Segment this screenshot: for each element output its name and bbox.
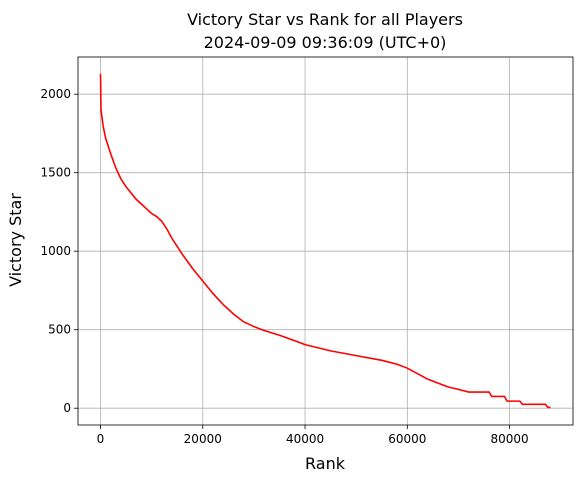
y-tick-label: 1500	[40, 166, 71, 180]
x-tick-label: 80000	[490, 432, 528, 446]
y-tick-label: 500	[48, 323, 71, 337]
plot-frame	[77, 56, 574, 426]
y-axis-label: Victory Star	[6, 193, 25, 287]
x-tick-label: 20000	[184, 432, 222, 446]
data-line	[99, 73, 551, 409]
chart-title: Victory Star vs Rank for all Players	[187, 10, 463, 29]
x-tick-label: 0	[97, 432, 105, 446]
x-tick-label: 60000	[388, 432, 426, 446]
y-tick-label: 1000	[40, 244, 71, 258]
y-tick-label: 0	[63, 401, 71, 415]
x-tick-label: 40000	[286, 432, 324, 446]
chart-subtitle: 2024-09-09 09:36:09 (UTC+0)	[204, 33, 447, 52]
x-axis-label: Rank	[305, 454, 346, 473]
y-tick-label: 2000	[40, 87, 71, 101]
